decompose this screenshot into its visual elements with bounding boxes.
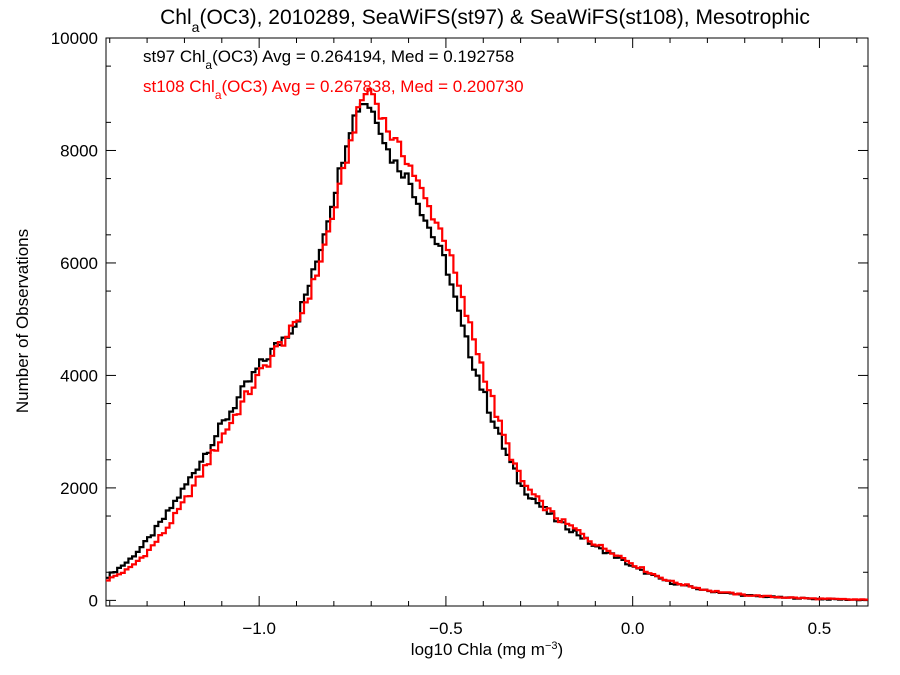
x-tick-label: 0.5 bbox=[808, 619, 832, 638]
series-st108-line bbox=[106, 87, 868, 601]
y-tick-label: 6000 bbox=[60, 254, 98, 273]
x-axis-title-superscript: −3 bbox=[545, 640, 558, 652]
y-tick-label: 8000 bbox=[60, 141, 98, 160]
chart-title: Chla(OC3), 2010289, SeaWiFS(st97) & SeaW… bbox=[160, 6, 810, 35]
annotation-st97-suffix: (OC3) Avg = 0.264194, Med = 0.192758 bbox=[212, 47, 514, 66]
annotation-st108: st108 Chla(OC3) Avg = 0.267838, Med = 0.… bbox=[143, 77, 524, 102]
x-tick-label: 0.0 bbox=[621, 619, 645, 638]
title-subscript: a bbox=[192, 19, 200, 35]
y-axis-ticks: 0 2000 4000 6000 8000 10000 bbox=[51, 29, 868, 610]
x-axis-title-suffix: ) bbox=[558, 640, 564, 659]
annotation-st97-subscript: a bbox=[205, 58, 212, 72]
x-tick-label: −0.5 bbox=[429, 619, 463, 638]
series-st97-line bbox=[106, 103, 868, 602]
plot-frame bbox=[105, 37, 869, 607]
y-tick-label: 2000 bbox=[60, 479, 98, 498]
y-tick-label: 10000 bbox=[51, 29, 98, 48]
annotation-st108-prefix: st108 Chl bbox=[143, 77, 215, 96]
title-prefix: Chl bbox=[160, 6, 192, 29]
annotation-st97: st97 Chla(OC3) Avg = 0.264194, Med = 0.1… bbox=[143, 47, 514, 72]
x-axis-title: log10 Chla (mg m−3) bbox=[411, 640, 563, 659]
y-axis-title: Number of Observations bbox=[13, 229, 32, 413]
y-tick-label: 4000 bbox=[60, 366, 98, 385]
annotation-st108-subscript: a bbox=[215, 88, 222, 102]
x-axis-title-prefix: log10 Chla (mg m bbox=[411, 640, 545, 659]
series-group bbox=[106, 87, 868, 602]
x-axis-ticks: −1.0 −0.5 0.0 0.5 bbox=[109, 38, 858, 638]
title-suffix: (OC3), 2010289, SeaWiFS(st97) & SeaWiFS(… bbox=[199, 6, 809, 29]
y-tick-label: 0 bbox=[89, 591, 98, 610]
x-tick-label: −1.0 bbox=[242, 619, 276, 638]
annotation-st108-suffix: (OC3) Avg = 0.267838, Med = 0.200730 bbox=[222, 77, 524, 96]
annotation-st97-prefix: st97 Chl bbox=[143, 47, 205, 66]
